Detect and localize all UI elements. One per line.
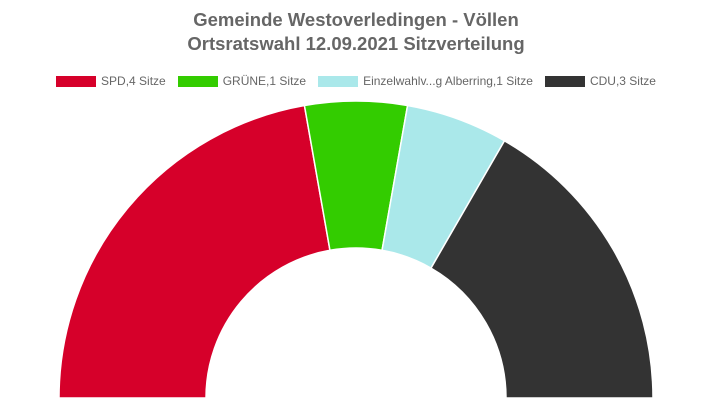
legend-label-cdu: CDU,3 Sitze: [589, 74, 656, 88]
legend-swatch-cdu: [544, 75, 585, 87]
legend-label-gruene: GRÜNE,1 Sitze: [222, 74, 307, 88]
legend-item-cdu[interactable]: CDU,3 Sitze: [544, 74, 656, 88]
legend-swatch-einzelwahlvorschlag: [318, 75, 359, 87]
legend-label-einzelwahlvorschlag: Einzelwahlv...g Alberring,1 Sitze: [363, 74, 533, 88]
legend-swatch-gruene: [177, 75, 218, 87]
slice-1[interactable]: [58, 104, 331, 399]
legend-item-spd[interactable]: SPD,4 Sitze: [56, 74, 166, 88]
legend-label-spd: SPD,4 Sitze: [101, 74, 166, 88]
legend-item-gruene[interactable]: GRÜNE,1 Sitze: [177, 74, 307, 88]
legend-item-einzelwahlvorschlag[interactable]: Einzelwahlv...g Alberring,1 Sitze: [318, 74, 533, 88]
chart-title-line-1: Gemeinde Westoverledingen - Völlen: [193, 9, 519, 30]
slice-4[interactable]: [429, 139, 654, 399]
chart-legend: SPD,4 Sitze GRÜNE,1 Sitze Einzelwahlv...…: [0, 74, 712, 88]
legend-swatch-spd: [56, 75, 97, 87]
chart-title-line-2: Ortsratswahl 12.09.2021 Sitzverteilung: [187, 33, 525, 54]
